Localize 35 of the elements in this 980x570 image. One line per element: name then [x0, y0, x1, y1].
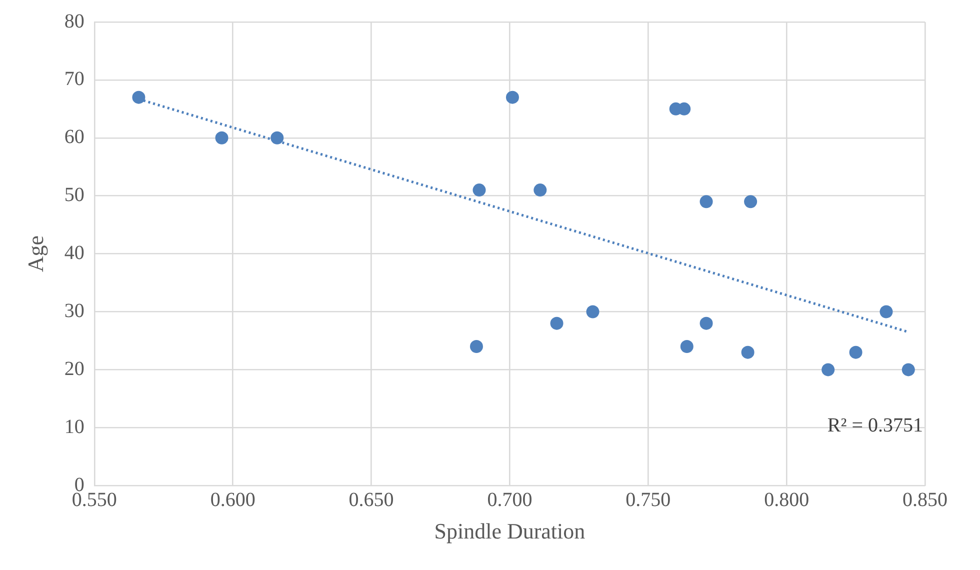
point: [822, 363, 835, 376]
y-tick-label: 40: [64, 242, 84, 264]
y-tick-label: 60: [64, 126, 84, 148]
y-tick-label: 30: [64, 300, 84, 322]
point: [132, 90, 146, 104]
y-tick-label: 80: [64, 10, 84, 32]
point: [470, 340, 483, 354]
y-tick-label: 70: [64, 68, 84, 90]
x-tick-label: 0.600: [210, 488, 256, 511]
y-tick-label: 20: [64, 358, 84, 380]
point: [700, 316, 713, 330]
y-tick-label: 10: [64, 416, 84, 438]
x-axis-title: Spindle Duration: [434, 518, 586, 544]
x-tick-label: 0.700: [487, 488, 532, 511]
point: [534, 184, 547, 197]
point: [880, 305, 893, 318]
point: [586, 305, 600, 318]
point: [472, 184, 486, 197]
point: [902, 363, 915, 376]
x-tick-label: 0.850: [902, 488, 948, 511]
point: [506, 90, 519, 104]
point: [270, 131, 284, 144]
point: [215, 131, 228, 144]
point: [741, 346, 754, 359]
y-axis-title: Age: [22, 235, 48, 272]
x-tick-label: 0.800: [764, 488, 810, 511]
x-tick-label: 0.650: [348, 488, 394, 511]
point: [700, 195, 713, 208]
point: [849, 346, 862, 359]
y-tick-label: 50: [64, 184, 84, 206]
annotation: R² = 0.3751: [827, 414, 923, 437]
point: [550, 316, 564, 330]
point: [744, 195, 758, 208]
x-tick-label: 0.750: [626, 488, 671, 511]
point: [680, 340, 694, 354]
